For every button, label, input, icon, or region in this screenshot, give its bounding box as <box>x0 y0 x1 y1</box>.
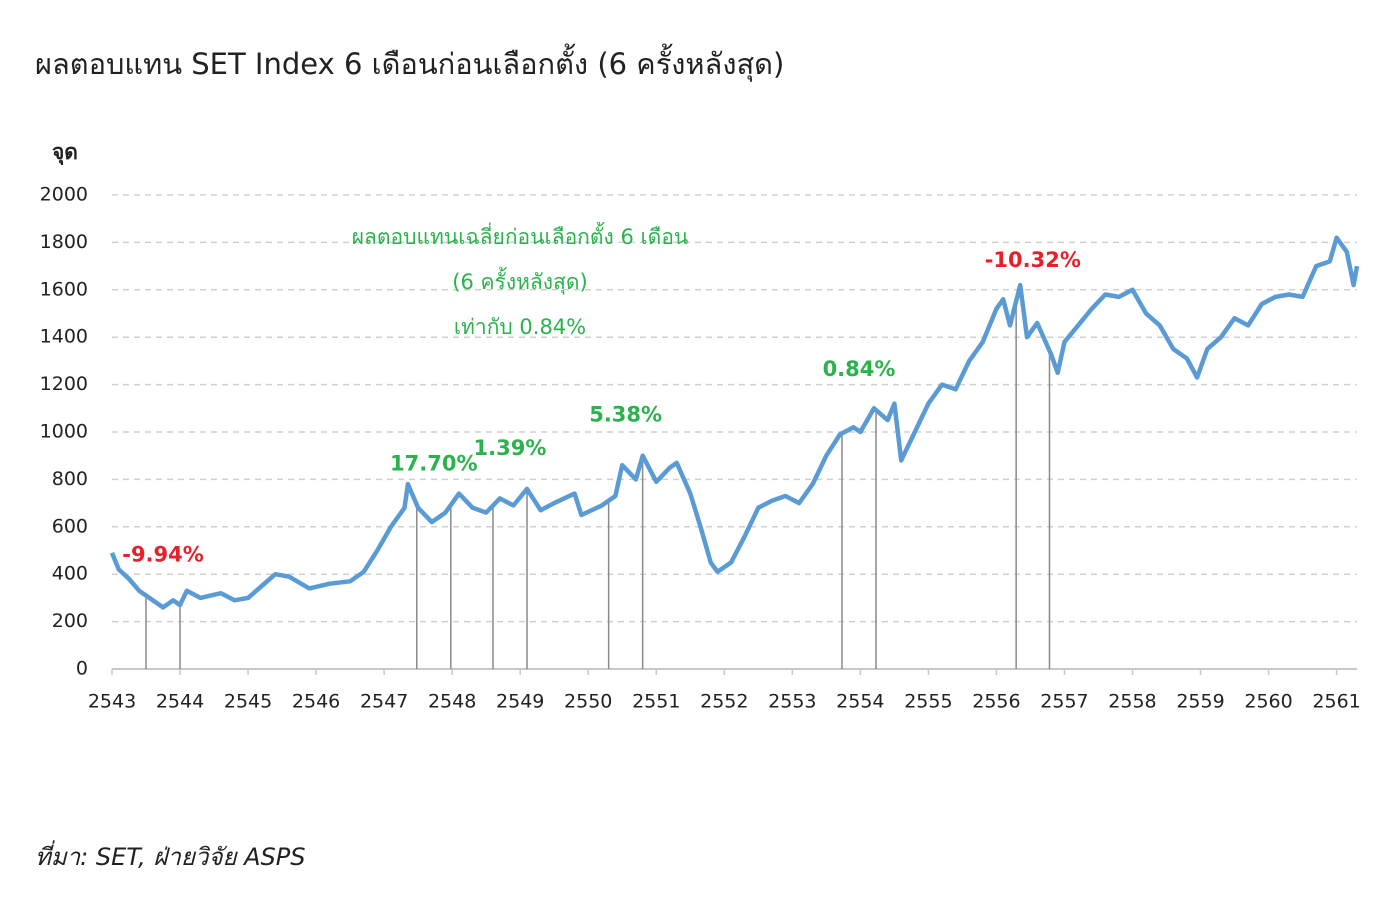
index-line <box>109 235 1360 610</box>
x-tick-label: 2546 <box>292 691 340 713</box>
x-tick-label: 2561 <box>1312 691 1360 713</box>
x-tick-label: 2559 <box>1176 691 1224 713</box>
x-tick-label: 2555 <box>904 691 952 713</box>
x-tick-label: 2545 <box>224 691 272 713</box>
x-tick-label: 2552 <box>700 691 748 713</box>
x-tick-label: 2556 <box>972 691 1020 713</box>
x-tick-label: 2557 <box>1040 691 1088 713</box>
annotation-label: -9.94% <box>122 543 204 567</box>
source-note: ที่มา: SET, ฝ่ายวิจัย ASPS <box>35 840 306 871</box>
note-text: (6 ครั้งหลังสุด) <box>452 267 587 295</box>
x-tick-label: 2550 <box>564 691 612 713</box>
y-tick-label: 1800 <box>40 231 88 253</box>
annotation-label: 17.70% <box>390 452 477 476</box>
x-tick-label: 2558 <box>1108 691 1156 713</box>
annotation-label: 1.39% <box>474 436 547 460</box>
annotation-label: 5.38% <box>589 403 662 427</box>
y-tick-label: 800 <box>52 468 88 490</box>
y-tick-label: 2000 <box>40 184 88 206</box>
chart-title: ผลตอบแทน SET Index 6 เดือนก่อนเลือกตั้ง … <box>35 43 784 82</box>
x-tick-label: 2551 <box>632 691 680 713</box>
x-tick-label: 2554 <box>836 691 884 713</box>
x-tick-label: 2544 <box>156 691 204 713</box>
y-tick-label: 1000 <box>40 421 88 443</box>
x-tick-label: 2547 <box>360 691 408 713</box>
y-axis-label: จุด <box>52 140 78 166</box>
x-tick-label: 2543 <box>88 691 136 713</box>
y-tick-label: 200 <box>52 610 88 632</box>
note-text: ผลตอบแทนเฉลี่ยก่อนเลือกตั้ง 6 เดือน <box>352 222 689 249</box>
x-tick-label: 2548 <box>428 691 476 713</box>
annotation-label: 0.84% <box>823 357 896 381</box>
x-tick-label: 2549 <box>496 691 544 713</box>
annotation-label: -10.32% <box>985 248 1081 272</box>
x-tick-label: 2560 <box>1244 691 1292 713</box>
y-tick-label: 400 <box>52 563 88 585</box>
y-tick-label: 1600 <box>40 278 88 300</box>
note-text: เท่ากับ 0.84% <box>454 315 586 339</box>
y-tick-label: 0 <box>76 658 88 680</box>
y-tick-label: 1400 <box>40 326 88 348</box>
x-tick-label: 2553 <box>768 691 816 713</box>
y-tick-label: 1200 <box>40 373 88 395</box>
y-tick-label: 600 <box>52 515 88 537</box>
